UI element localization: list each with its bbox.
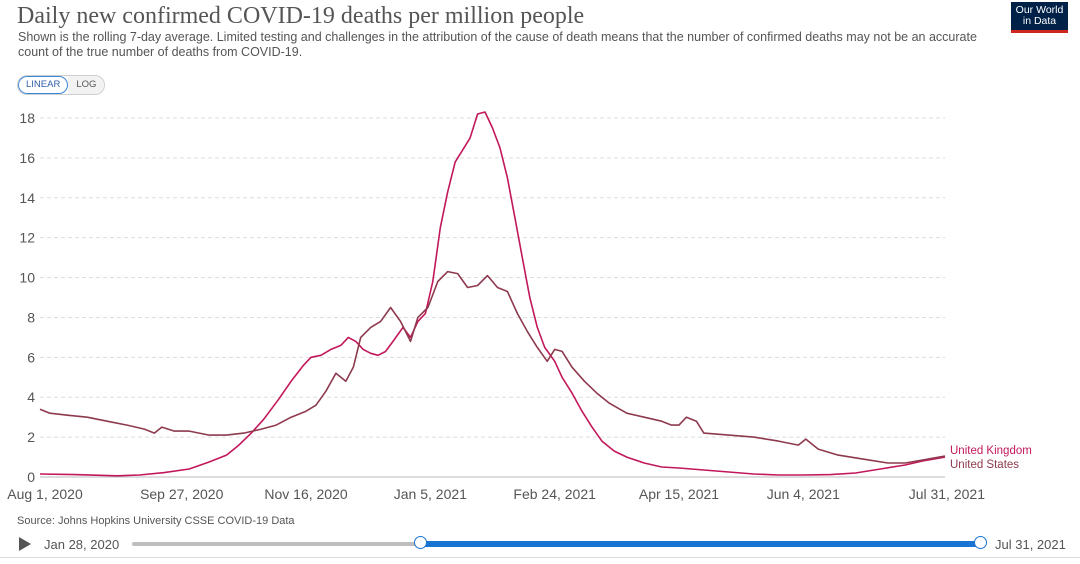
- timeline-start-handle[interactable]: [414, 536, 428, 549]
- y-tick-label: 16: [19, 150, 35, 166]
- series-line-united-states[interactable]: [39, 270, 946, 464]
- y-tick-label: 14: [19, 190, 35, 206]
- y-tick-label: 0: [27, 469, 35, 485]
- source-note: Source: Johns Hopkins University CSSE CO…: [17, 515, 295, 527]
- timeline-end-handle[interactable]: [974, 536, 987, 549]
- chart-subtitle: Shown is the rolling 7-day average. Limi…: [18, 30, 977, 59]
- logo-line-2: in Data: [1022, 15, 1057, 27]
- x-tick-label: Nov 16, 2020: [264, 486, 347, 502]
- gridlines: [40, 117, 945, 478]
- x-tick-label: Apr 15, 2021: [639, 486, 719, 502]
- series-label[interactable]: United States: [950, 459, 1019, 471]
- series-line-united-kingdom[interactable]: [39, 111, 946, 477]
- scale-toggle: LINEAR LOG: [17, 75, 106, 95]
- series-labels: United Kingdom United States: [950, 445, 1032, 471]
- y-tick-label: 18: [19, 110, 35, 126]
- y-tick-label: 4: [27, 389, 35, 405]
- log-scale-button[interactable]: LOG: [68, 76, 105, 94]
- x-tick-label: Jul 31, 2021: [909, 486, 985, 502]
- series-lines: [39, 111, 946, 477]
- x-axis-ticks: Aug 1, 2020 Sep 27, 2020 Nov 16, 2020 Jan 5…: [7, 486, 985, 502]
- x-tick-label: Jun 4, 2021: [767, 486, 840, 502]
- x-tick-label: Sep 27, 2020: [140, 486, 224, 502]
- y-tick-label: 2: [27, 429, 35, 445]
- timeline-start-label: Jan 28, 2020: [44, 537, 120, 552]
- y-tick-label: 6: [27, 349, 35, 365]
- play-icon[interactable]: [19, 537, 31, 551]
- timeline: Jan 28, 2020 Jul 31, 2021: [0, 533, 1080, 555]
- owid-logo[interactable]: Our World in Data: [1011, 2, 1068, 33]
- linear-scale-button[interactable]: LINEAR: [18, 76, 69, 94]
- bottom-tab-bar: [0, 557, 1080, 564]
- timeline-selected-range: [420, 541, 980, 547]
- x-tick-label: Aug 1, 2020: [7, 486, 83, 502]
- y-tick-label: 8: [27, 309, 35, 325]
- chart-title: Daily new confirmed COVID-19 deaths per …: [17, 3, 585, 29]
- logo-line-1: Our World: [1015, 4, 1064, 16]
- line-chart: 0 2 4 6 8 10 12 14 16 18 Aug 1, 2020 Sep 27, 2020 N…: [7, 110, 1032, 502]
- x-tick-label: Jan 5, 2021: [394, 486, 467, 502]
- y-axis-ticks: 0 2 4 6 8 10 12 14 16 18: [19, 110, 35, 485]
- y-tick-label: 12: [19, 230, 35, 246]
- x-tick-label: Feb 24, 2021: [513, 486, 596, 502]
- y-tick-label: 10: [19, 270, 35, 286]
- series-label[interactable]: United Kingdom: [950, 445, 1032, 457]
- timeline-end-label: Jul 31, 2021: [995, 537, 1066, 552]
